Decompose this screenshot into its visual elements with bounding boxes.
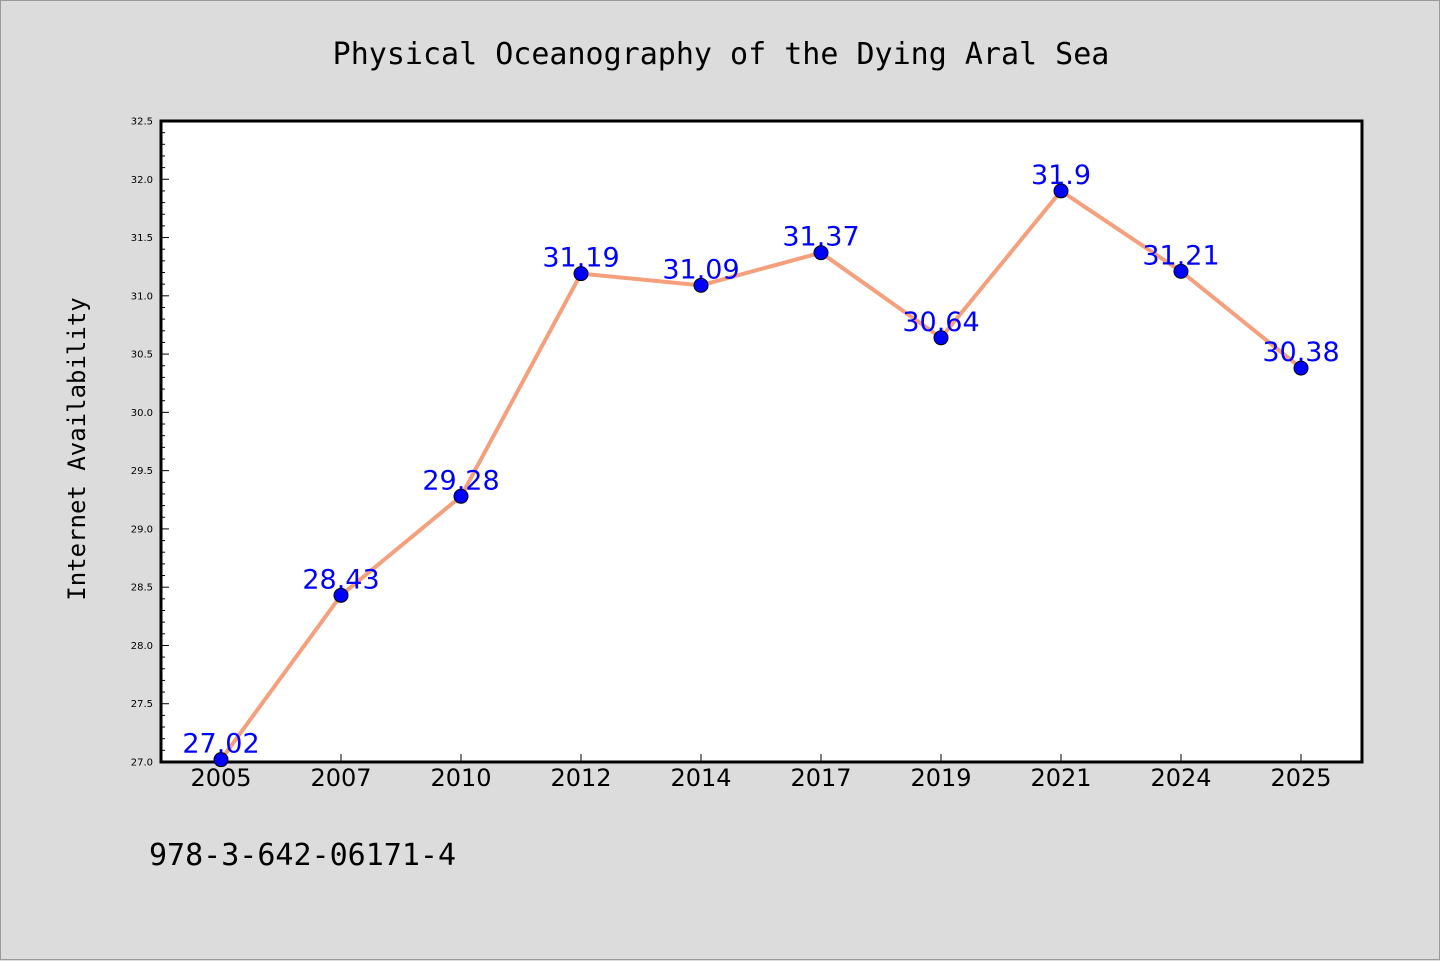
chart-title: Physical Oceanography of the Dying Aral …: [333, 37, 1110, 72]
x-tick-label: 2005: [190, 764, 251, 792]
data-label: 28.43: [302, 564, 379, 595]
data-labels: 27.02 28.43 29.28 31.19 31.09 31.37 30.64 31.9 3…: [182, 160, 1339, 760]
series-0: [213, 183, 1309, 768]
data-label: 30.38: [1262, 337, 1339, 368]
x-axis: 2005 2007 2010 2012 2014 2017 2019 2021 2024 2025: [190, 754, 1332, 792]
y-tick-label: 32.5: [131, 117, 153, 128]
y-tick-label: 32.0: [131, 175, 153, 186]
y-tick-label: 29.0: [131, 524, 153, 535]
data-point: [813, 245, 829, 261]
x-tick-label: 2010: [430, 764, 491, 792]
x-tick-label: 2014: [670, 764, 731, 792]
data-label: 29.28: [422, 465, 499, 496]
data-point: [1293, 360, 1309, 376]
y-tick-label: 29.5: [131, 466, 153, 477]
data-point: [453, 488, 469, 504]
x-tick-label: 2017: [790, 764, 851, 792]
isbn-text: 978-3-642-06171-4: [149, 838, 456, 873]
x-tick-label: 2025: [1270, 764, 1331, 792]
data-label: 31.9: [1031, 160, 1091, 191]
y-tick-label: 31.0: [131, 291, 153, 302]
x-tick-label: 2019: [910, 764, 971, 792]
x-tick-label: 2007: [310, 764, 371, 792]
x-tick-label: 2021: [1030, 764, 1091, 792]
data-label: 31.21: [1142, 240, 1219, 271]
y-tick-label: 28.5: [131, 583, 153, 594]
x-tick-label: 2024: [1150, 764, 1211, 792]
data-label: 31.19: [542, 243, 619, 274]
y-tick-label: 30.5: [131, 350, 153, 361]
data-point: [213, 752, 229, 768]
plot-area: [159, 119, 1364, 764]
y-tick-label: 30.0: [131, 408, 153, 419]
data-point: [1053, 183, 1069, 199]
y-tick-label: 27.0: [131, 758, 153, 769]
data-point: [1173, 263, 1189, 279]
data-point: [933, 330, 949, 346]
series-line: [219, 188, 1303, 761]
data-point: [573, 266, 589, 282]
x-tick-label: 2012: [550, 764, 611, 792]
data-label: 30.64: [902, 307, 979, 338]
y-tick-label: 27.5: [131, 699, 153, 710]
data-label: 31.09: [662, 254, 739, 285]
data-point: [693, 277, 709, 293]
y-tick-label: 28.0: [131, 641, 153, 652]
data-label: 27.02: [182, 729, 259, 760]
data-label: 31.37: [782, 222, 859, 253]
y-tick-label: 31.5: [131, 233, 153, 244]
y-axis: 27.0 27.5 28.0 28.5 29.0 29.5 30.0 30.5 31.0 31.5…: [131, 117, 169, 769]
data-point: [333, 587, 349, 603]
y-axis-label: Internet Availability: [63, 297, 91, 600]
